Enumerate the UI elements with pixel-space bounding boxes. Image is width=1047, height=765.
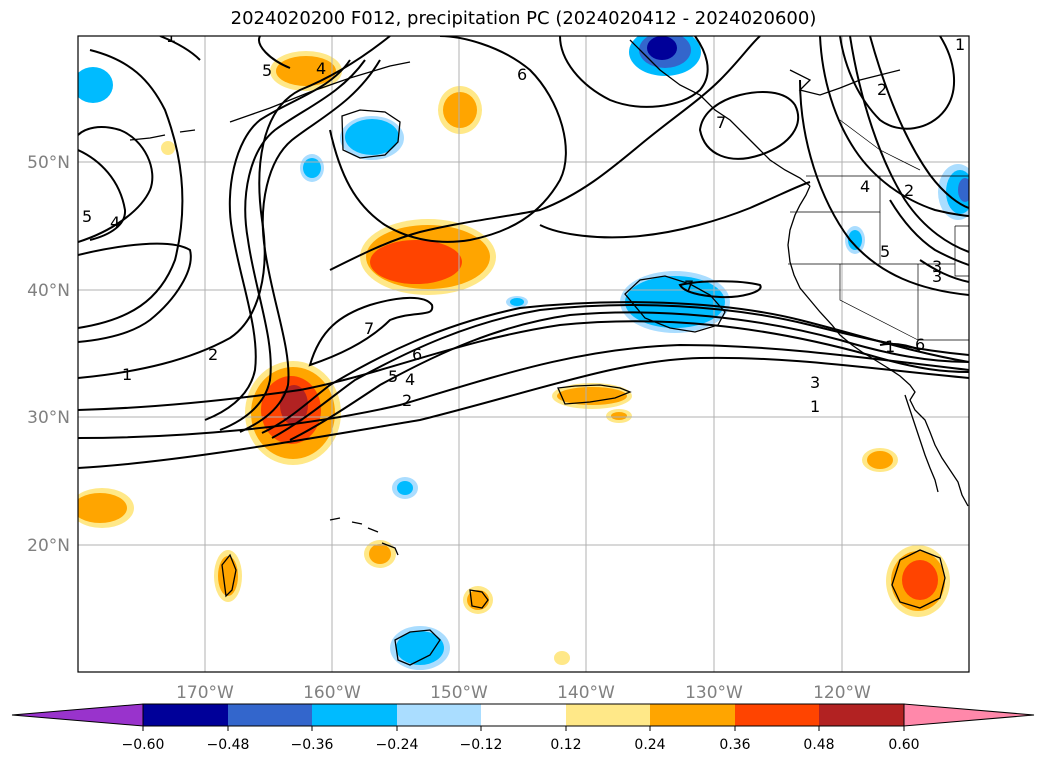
- colorbar-tick-label: 0.12: [550, 737, 581, 753]
- colorbar-segment: [819, 704, 904, 726]
- contour-label: 4: [110, 213, 120, 232]
- colorbar-tick-label: 0.24: [634, 737, 665, 753]
- positive-anomaly: [78, 493, 127, 523]
- colorbar-tick-label: −0.36: [291, 737, 334, 753]
- positive-anomaly: [280, 385, 308, 425]
- contour-label: 6: [915, 335, 925, 354]
- colorbar-segment: [397, 704, 481, 726]
- contour-label: 2: [402, 391, 412, 410]
- graticule: [78, 36, 969, 672]
- contour-label: 1: [885, 337, 895, 356]
- negative-anomaly: [958, 178, 969, 202]
- negative-anomaly: [78, 67, 113, 103]
- negative-anomaly: [396, 631, 444, 665]
- positive-anomaly: [443, 92, 477, 128]
- contour-label: 2: [877, 80, 887, 99]
- contour-label: 5: [262, 61, 272, 80]
- map-title: 2024020200 F012, precipitation PC (20240…: [230, 8, 817, 29]
- positive-anomaly: [554, 651, 570, 665]
- contour-label: 4: [405, 370, 415, 389]
- lat-tick-label: 30°N: [27, 408, 70, 428]
- colorbar-tick-label: −0.48: [207, 737, 250, 753]
- positive-anomaly: [557, 387, 627, 405]
- lat-tick-label: 50°N: [27, 153, 70, 173]
- contour-lines: [78, 36, 969, 469]
- colorbar-segment: [650, 704, 735, 726]
- contour-label: 1: [166, 27, 176, 46]
- contour-label: 6: [517, 65, 527, 84]
- contour-label: 1: [122, 365, 132, 384]
- lon-tick-label: 140°W: [557, 683, 615, 703]
- lat-tick-label: 20°N: [27, 536, 70, 556]
- colorbar-tick-label: 0.60: [888, 737, 919, 753]
- contour-label: 7: [364, 319, 374, 338]
- contour-label: 3: [932, 267, 942, 286]
- lon-tick-label: 130°W: [685, 683, 743, 703]
- colorbar-tick-label: −0.24: [376, 737, 419, 753]
- colorbar-tick-label: −0.60: [122, 737, 165, 753]
- contour-label: 7: [684, 277, 694, 296]
- colorbar-segment: [312, 704, 397, 726]
- negative-anomaly: [510, 298, 524, 306]
- negative-anomaly: [303, 158, 321, 178]
- contour-label: 4: [860, 177, 870, 196]
- contour-label: 2: [208, 345, 218, 364]
- colorbar: −0.60 −0.48 −0.36 −0.24 −0.12 0.12 0.24 …: [11, 703, 1035, 753]
- positive-anomaly: [161, 141, 175, 155]
- colorbar-segment: [481, 704, 566, 726]
- colorbar-extend-max: [903, 703, 1035, 727]
- negative-anomaly: [397, 481, 413, 495]
- positive-anomaly: [867, 451, 893, 469]
- contour-label: 3: [810, 373, 820, 392]
- colorbar-frame: [142, 703, 905, 727]
- lat-tick-label: 40°N: [27, 281, 70, 301]
- contour-label: 5: [82, 207, 92, 226]
- contour-label: 1: [810, 397, 820, 416]
- colorbar-segment: [735, 704, 819, 726]
- positive-anomaly: [902, 560, 938, 600]
- positive-anomaly: [611, 412, 627, 420]
- negative-anomaly: [647, 36, 677, 60]
- plot-frame: [77, 35, 970, 673]
- coastlines: [129, 39, 969, 666]
- colorbar-segment: [566, 704, 650, 726]
- lon-tick-label: 120°W: [813, 683, 871, 703]
- colorbar-tick-label: −0.12: [460, 737, 503, 753]
- colorbar-segment: [143, 704, 228, 726]
- lon-tick-label: 160°W: [303, 683, 361, 703]
- contour-label: 1: [955, 35, 965, 54]
- contour-label: 6: [412, 345, 422, 364]
- contour-label: 5: [880, 242, 890, 261]
- contour-labels: 1 2 3 4 5 6 7 1 2 4 5 6 7 5 4 2 1 3 1 2 …: [82, 27, 965, 416]
- colorbar-tick-label: 0.48: [803, 737, 834, 753]
- contour-label: 5: [388, 367, 398, 386]
- colorbar-extend-min: [11, 703, 144, 727]
- colorbar-tick-label: 0.36: [719, 737, 750, 753]
- positive-anomaly: [276, 56, 336, 86]
- contour-label: 3: [932, 257, 942, 276]
- latitude-ticks: 50°N 40°N 30°N 20°N: [27, 153, 70, 556]
- contour-label: 7: [716, 113, 726, 132]
- negative-anomaly: [848, 230, 862, 250]
- negative-anomaly: [345, 119, 399, 155]
- contour-label: 2: [904, 181, 914, 200]
- positive-anomaly: [369, 544, 391, 564]
- contour-label: 4: [316, 59, 326, 78]
- lon-tick-label: 150°W: [430, 683, 488, 703]
- longitude-ticks: 170°W 160°W 150°W 140°W 130°W 120°W: [176, 683, 871, 703]
- colorbar-segment: [228, 704, 312, 726]
- positive-anomaly: [370, 240, 462, 284]
- lon-tick-label: 170°W: [176, 683, 234, 703]
